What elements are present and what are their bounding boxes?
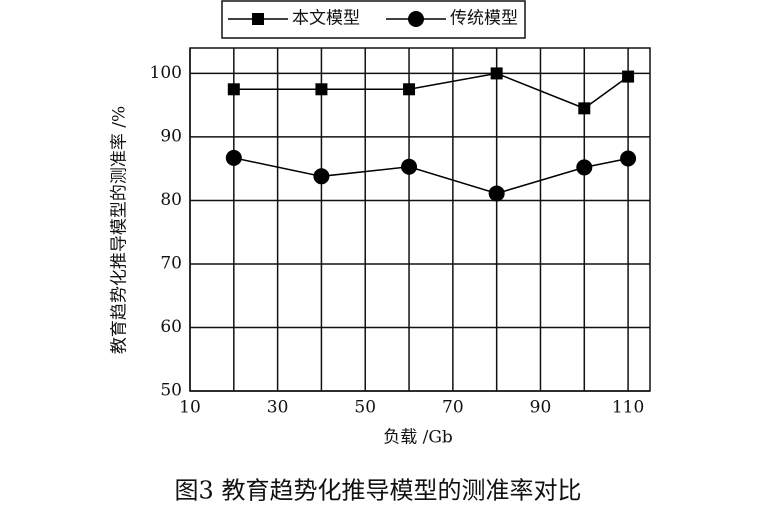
marker — [403, 83, 416, 96]
x-tick-label: 90 — [530, 398, 552, 418]
marker — [622, 70, 635, 83]
marker — [313, 168, 330, 185]
y-tick-label: 80 — [160, 190, 182, 210]
x-tick-label: 10 — [179, 398, 201, 418]
x-tick-label: 110 — [612, 398, 644, 418]
marker — [401, 158, 418, 175]
y-tick-label: 100 — [150, 63, 182, 83]
y-tick-label: 50 — [160, 381, 182, 401]
marker — [620, 150, 637, 167]
marker — [408, 11, 424, 27]
legend-box — [221, 0, 526, 39]
caption: 图3 教育趋势化推导模型的测准率对比 — [175, 477, 582, 505]
legend-label: 本文模型 — [292, 9, 360, 29]
marker — [227, 83, 240, 96]
marker — [488, 185, 505, 202]
x-tick-label: 30 — [267, 398, 289, 418]
marker — [578, 102, 591, 115]
x-tick-label: 50 — [354, 398, 376, 418]
marker — [252, 13, 264, 25]
legend-label: 传统模型 — [450, 9, 518, 29]
marker — [315, 83, 328, 96]
marker — [225, 149, 242, 166]
plot-frame — [189, 47, 651, 392]
series-line — [233, 72, 629, 110]
series-line — [233, 157, 629, 195]
y-axis-label: 教育趋势化推导模型的测准率 /% — [110, 106, 130, 354]
y-tick-label: 70 — [160, 253, 182, 273]
x-axis-label: 负载 /Gb — [383, 428, 453, 448]
x-tick-label: 70 — [442, 398, 464, 418]
y-tick-label: 60 — [160, 317, 182, 337]
y-tick-label: 90 — [160, 126, 182, 146]
marker — [576, 159, 593, 176]
marker — [490, 67, 503, 80]
